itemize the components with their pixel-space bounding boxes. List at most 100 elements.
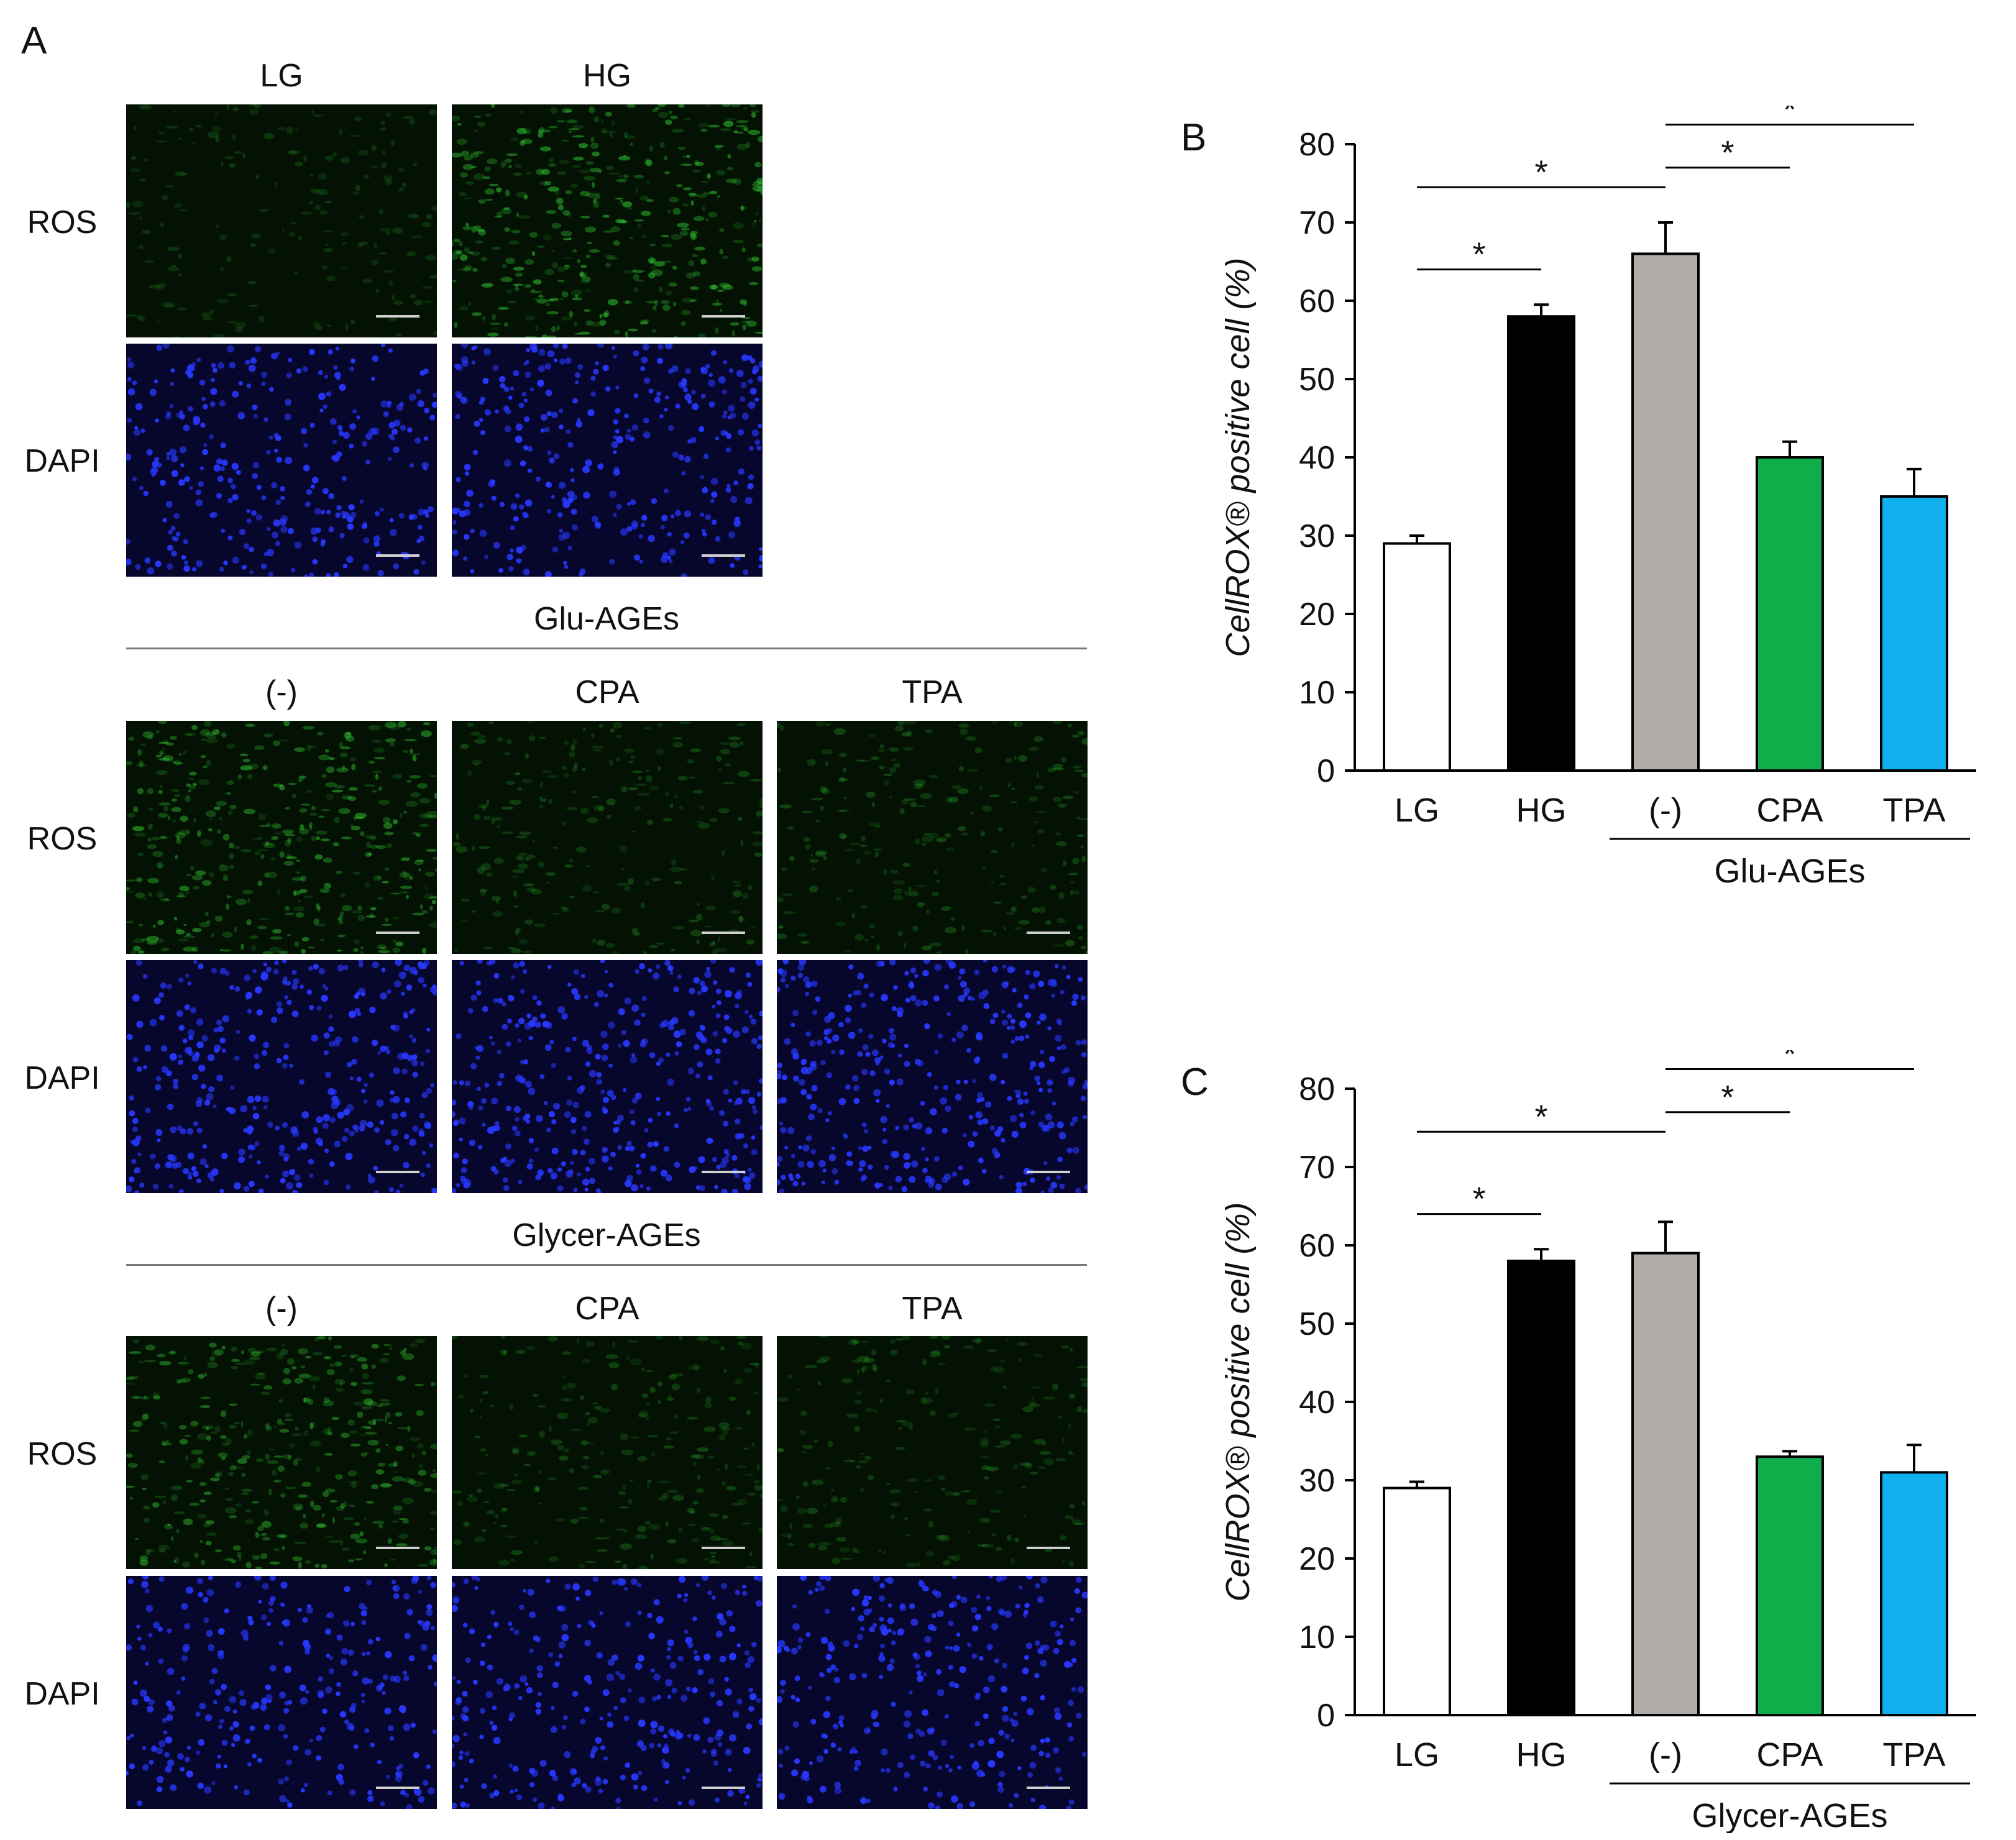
bar-3 (1756, 1455, 1824, 1716)
micrograph-dapi-lg (126, 344, 437, 577)
scale-bar (376, 315, 419, 318)
significance-star: * (1472, 236, 1485, 273)
x-tick-label: HG (1516, 792, 1567, 829)
y-tick-label: 70 (1299, 205, 1335, 241)
column-label-glu-cpa: CPA (575, 674, 639, 710)
scale-bar (702, 315, 745, 318)
group-divider-glu-ages (126, 648, 1087, 649)
y-tick-label: 60 (1299, 283, 1335, 319)
significance-star: * (1783, 1050, 1796, 1073)
micrograph-dapi-gly-tpa (777, 1576, 1088, 1809)
significance-star: * (1783, 106, 1796, 129)
y-tick-label: 0 (1317, 1698, 1335, 1734)
x-tick-label: TPA (1882, 792, 1945, 829)
y-tick-label: 0 (1317, 753, 1335, 789)
row-label-ros-gly: ROS (27, 1436, 98, 1472)
row-label-dapi-glu: DAPI (24, 1060, 100, 1096)
y-tick-label: 50 (1299, 1306, 1335, 1342)
y-tick-label: 80 (1299, 127, 1335, 163)
row-label-ros-glu: ROS (27, 821, 98, 857)
scale-bar (376, 1787, 419, 1789)
bar-0 (1383, 542, 1451, 772)
micrograph-dapi-hg (452, 344, 763, 577)
scale-bar (1027, 1787, 1070, 1789)
error-bar-0 (1409, 1480, 1424, 1488)
error-bar-3 (1782, 440, 1797, 457)
bar-2 (1631, 252, 1700, 772)
micrograph-dapi-gly-neg (126, 1576, 437, 1809)
scale-bar (702, 1171, 745, 1173)
row-label-ros: ROS (27, 204, 98, 240)
bar-1 (1507, 315, 1575, 772)
row-label-dapi: DAPI (24, 443, 100, 479)
y-axis-label: CellROX® positive cell (%) (1219, 258, 1257, 657)
error-bar-1 (1534, 1248, 1549, 1261)
scale-bar (376, 1171, 419, 1173)
micrograph-ros-lg (126, 104, 437, 337)
bar-0 (1383, 1486, 1451, 1716)
panel-letter: C (1181, 1061, 1209, 1104)
scale-bar (1027, 1547, 1070, 1549)
significance-star: * (1534, 153, 1547, 191)
x-tick-label: (-) (1649, 1736, 1682, 1774)
panel-letter: B (1181, 116, 1206, 159)
scale-bar (702, 931, 745, 934)
y-tick-label: 30 (1299, 518, 1335, 554)
x-tick-label: HG (1516, 1736, 1567, 1774)
y-tick-label: 20 (1299, 597, 1335, 633)
row-label-dapi-gly: DAPI (24, 1676, 100, 1712)
y-tick-label: 10 (1299, 1619, 1335, 1655)
micrograph-ros-gly-tpa (777, 1336, 1088, 1569)
scale-bar (1027, 931, 1070, 934)
significance-star: * (1472, 1181, 1485, 1218)
significance-star: * (1721, 1079, 1734, 1116)
micrograph-ros-glu-neg (126, 721, 437, 954)
error-bar-4 (1907, 467, 1922, 497)
x-tick-label: LG (1395, 792, 1439, 829)
micrograph-ros-gly-neg (126, 1336, 437, 1569)
micrograph-dapi-glu-tpa (777, 960, 1088, 1193)
column-label-gly-neg: (-) (265, 1291, 298, 1327)
y-tick-label: 40 (1299, 440, 1335, 476)
error-bar-1 (1534, 303, 1549, 317)
scale-bar (376, 554, 419, 557)
group-divider-glycer-ages (126, 1264, 1087, 1266)
column-label-lg: LG (260, 58, 303, 94)
bar-2 (1631, 1252, 1700, 1717)
scale-bar (376, 931, 419, 934)
y-tick-label: 80 (1299, 1071, 1335, 1107)
bar-1 (1507, 1260, 1575, 1716)
error-bar-3 (1782, 1450, 1797, 1457)
micrograph-ros-gly-cpa (452, 1336, 763, 1569)
x-tick-label: CPA (1756, 1736, 1823, 1774)
column-label-glu-neg: (-) (265, 674, 298, 710)
scale-bar (702, 1547, 745, 1549)
bar-3 (1756, 456, 1824, 772)
column-label-hg: HG (583, 58, 631, 94)
group-title-glycer-ages: Glycer-AGEs (512, 1217, 701, 1253)
column-label-gly-cpa: CPA (575, 1291, 639, 1327)
y-tick-label: 50 (1299, 362, 1335, 398)
micrograph-dapi-glu-neg (126, 960, 437, 1193)
error-bar-0 (1409, 534, 1424, 544)
scale-bar (376, 1547, 419, 1549)
y-tick-label: 20 (1299, 1541, 1335, 1577)
micrograph-ros-glu-cpa (452, 721, 763, 954)
micrograph-ros-hg (452, 104, 763, 337)
group-title-glu-ages: Glu-AGEs (533, 601, 680, 637)
y-tick-label: 70 (1299, 1150, 1335, 1186)
y-tick-label: 40 (1299, 1385, 1335, 1421)
panel-a-letter: A (21, 19, 47, 62)
micrograph-dapi-glu-cpa (452, 960, 763, 1193)
error-bar-2 (1658, 221, 1673, 254)
x-tick-label: CPA (1756, 792, 1823, 829)
x-tick-label: TPA (1882, 1736, 1945, 1774)
significance-star: * (1534, 1098, 1547, 1135)
y-tick-label: 10 (1299, 675, 1335, 711)
significance-star: * (1721, 134, 1734, 172)
group-label: Glycer-AGEs (1692, 1797, 1887, 1833)
y-tick-label: 30 (1299, 1463, 1335, 1499)
bar-4 (1880, 495, 1948, 772)
x-tick-label: (-) (1649, 792, 1682, 829)
bar-4 (1880, 1471, 1948, 1717)
